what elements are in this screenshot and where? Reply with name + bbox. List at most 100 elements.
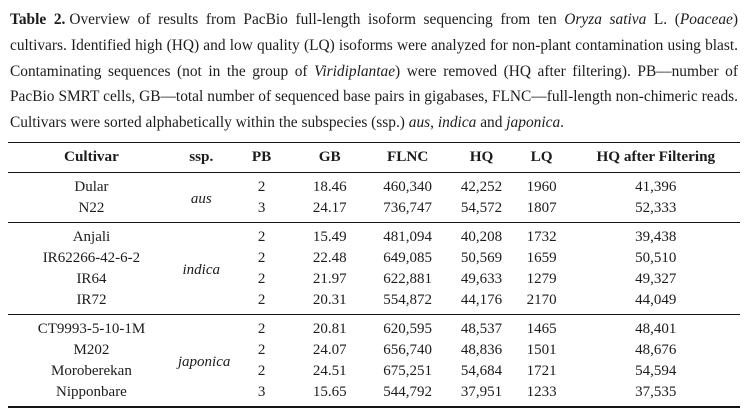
- cell-lq: 1501: [526, 341, 557, 358]
- table-header-row: Cultivar ssp. PB GB FLNC HQ LQ HQ after …: [8, 141, 740, 173]
- table-row: M202 2 24.07 656,740 48,836 1501 48,676: [8, 339, 740, 360]
- cell-hq-after-filtering: 44,049: [635, 291, 677, 308]
- table-row: CT9993-5-10-1M japonica 2 20.81 620,595 48,53…: [8, 313, 740, 407]
- cell-cultivar: Moroberekan: [51, 362, 132, 379]
- caption-text-run: L. (: [646, 11, 680, 28]
- table-row: Nipponbare 3 15.65 544,792 37,951 1233 37,535: [8, 381, 740, 407]
- table-row: Moroberekan 2 24.51 675,251 54,684 1721 54,594: [8, 360, 740, 381]
- caption-text-run: .: [560, 114, 565, 132]
- column-header-flnc: FLNC: [363, 141, 452, 173]
- table-header: Cultivar ssp. PB GB FLNC HQ LQ HQ after …: [8, 141, 740, 173]
- cell-lq: 1659: [526, 249, 557, 266]
- cell-gb: 24.07: [312, 341, 347, 358]
- cell-subspecies: indica: [174, 221, 228, 315]
- cell-hq: 54,572: [460, 199, 503, 216]
- column-header-ssp: ssp.: [174, 141, 228, 173]
- cell-pb: 2: [257, 362, 266, 379]
- cell-hq-after-filtering: 48,401: [571, 313, 740, 340]
- cell-flnc: 554,872: [383, 291, 432, 308]
- caption-italic-term: Poaceae: [679, 11, 733, 28]
- cell-gb: 15.65: [312, 383, 347, 400]
- table-row: N22 3 24.17 736,747 54,572 1807 52,333: [8, 197, 740, 222]
- cell-pb: 2: [227, 313, 296, 340]
- cell-gb: 20.81: [295, 313, 364, 340]
- cell-lq: 1960: [526, 178, 557, 195]
- caption-italic-term: indica: [437, 114, 477, 132]
- cell-hq-after-filtering: 54,594: [635, 362, 677, 379]
- cell-hq-after-filtering: 48,676: [635, 341, 677, 358]
- column-header-pb: PB: [227, 141, 296, 173]
- cell-hq: 40,208: [451, 221, 512, 248]
- cell-flnc: 736,747: [383, 199, 432, 216]
- cell-lq: 1233: [526, 383, 557, 400]
- cell-hq: 48,537: [451, 313, 512, 340]
- column-header-cultivar: Cultivar: [8, 141, 175, 173]
- caption-italic-term: japonica: [506, 114, 561, 132]
- cell-flnc: 675,251: [383, 362, 432, 379]
- table-caption: Table 2. Overview of results from PacBio …: [0, 0, 748, 141]
- cell-cultivar: Anjali: [8, 221, 175, 248]
- cell-gb: 15.49: [295, 221, 364, 248]
- cell-lq: 1732: [511, 221, 572, 248]
- table-caption-label: Table 2.: [10, 11, 66, 28]
- table-body: Dular aus 2 18.46 460,340 42,252 1960 41,396 N22…: [8, 172, 740, 407]
- cell-lq: 1465: [511, 313, 572, 340]
- table-row: IR72 2 20.31 554,872 44,176 2170 44,049: [8, 289, 740, 314]
- cell-pb: 2: [257, 291, 266, 308]
- caption-text-run: Overview of results from PacBio full-len…: [69, 11, 565, 28]
- table-row: Anjali indica 2 15.49 481,094 40,208 1732 39,43…: [8, 221, 740, 315]
- caption-text-run: ) were removed (HQ after filtering). PB—…: [10, 62, 738, 132]
- cell-gb: 22.48: [312, 249, 347, 266]
- cell-hq: 42,252: [460, 178, 503, 195]
- cell-cultivar: M202: [73, 341, 110, 358]
- cell-hq: 48,836: [460, 341, 503, 358]
- cell-hq-after-filtering: 49,327: [635, 270, 677, 287]
- cell-hq: 49,633: [460, 270, 503, 287]
- cell-lq: 1807: [526, 199, 557, 216]
- cell-gb: 18.46: [312, 178, 347, 195]
- cell-flnc: 649,085: [383, 249, 432, 266]
- cell-hq-after-filtering: 41,396: [635, 178, 677, 195]
- cell-hq: 44,176: [460, 291, 503, 308]
- cell-flnc: 481,094: [363, 221, 452, 248]
- caption-text-run: ,: [430, 114, 438, 132]
- cell-pb: 2: [257, 270, 266, 287]
- cell-flnc: 544,792: [383, 383, 432, 400]
- caption-italic-term: Oryza sativa: [564, 11, 647, 28]
- column-header-lq: LQ: [511, 141, 572, 173]
- cell-pb: 2: [257, 178, 266, 195]
- cell-lq: 1721: [526, 362, 557, 379]
- cell-hq: 54,684: [460, 362, 503, 379]
- cell-cultivar: IR64: [76, 270, 107, 287]
- cell-cultivar: Nipponbare: [56, 383, 127, 400]
- cell-pb: 2: [227, 221, 296, 248]
- cell-cultivar: N22: [78, 199, 105, 216]
- cell-pb: 3: [257, 199, 266, 216]
- cell-pb: 2: [257, 341, 266, 358]
- table-row: Dular aus 2 18.46 460,340 42,252 1960 41,396: [8, 172, 740, 207]
- cell-cultivar: IR72: [76, 291, 107, 308]
- cell-flnc: 620,595: [363, 313, 452, 340]
- caption-italic-term: aus: [408, 114, 431, 132]
- cell-cultivar: Dular: [74, 178, 109, 195]
- table-row: IR62266-42-6-2 2 22.48 649,085 50,569 1659 50,…: [8, 247, 740, 268]
- cell-cultivar: CT9993-5-10-1M: [8, 313, 175, 340]
- cell-hq-after-filtering: 39,438: [571, 221, 740, 248]
- cell-gb: 21.97: [312, 270, 347, 287]
- cell-hq-after-filtering: 37,535: [635, 383, 677, 400]
- column-header-hq: HQ: [451, 141, 512, 173]
- cell-gb: 24.17: [312, 199, 347, 216]
- cell-subspecies: japonica: [174, 313, 230, 407]
- cell-hq-after-filtering: 50,510: [635, 249, 677, 266]
- cell-hq-after-filtering: 52,333: [635, 199, 677, 216]
- cell-gb: 20.31: [312, 291, 347, 308]
- table-caption-text: Overview of results from PacBio full-len…: [10, 11, 738, 131]
- cell-hq: 50,569: [460, 249, 503, 266]
- cell-subspecies: aus: [190, 191, 212, 208]
- cell-pb: 3: [257, 383, 266, 400]
- cell-flnc: 622,881: [383, 270, 432, 287]
- table-row: IR64 2 21.97 622,881 49,633 1279 49,327: [8, 268, 740, 289]
- cell-lq: 2170: [526, 291, 557, 308]
- results-table: Cultivar ssp. PB GB FLNC HQ LQ HQ after …: [8, 141, 740, 408]
